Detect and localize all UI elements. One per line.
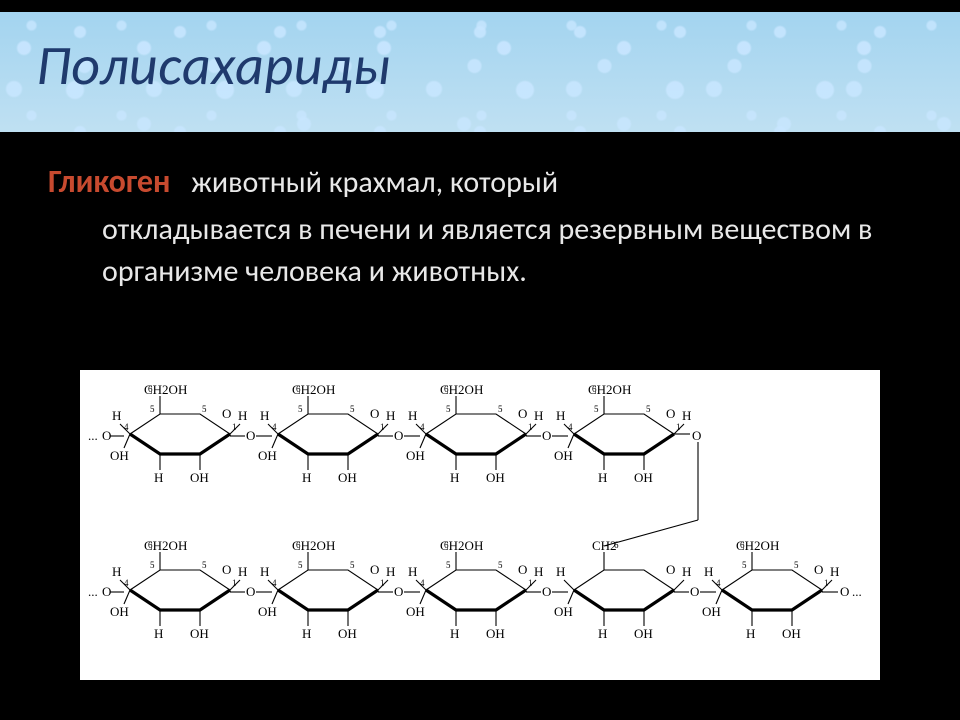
svg-text:O: O xyxy=(666,562,675,577)
svg-text:O: O xyxy=(542,428,551,443)
svg-text:O: O xyxy=(692,428,701,443)
definition-lead: животный крахмал, который xyxy=(191,164,558,201)
svg-text:H: H xyxy=(598,626,607,641)
term-highlight: Гликоген xyxy=(48,162,170,201)
svg-text:O: O xyxy=(394,428,403,443)
svg-text:O: O xyxy=(102,584,111,599)
svg-text:O: O xyxy=(394,584,403,599)
svg-text:O: O xyxy=(246,428,255,443)
svg-text:H: H xyxy=(556,564,565,579)
svg-text:O: O xyxy=(102,428,111,443)
svg-text:...: ... xyxy=(852,584,862,599)
definition-rest: откладывается в печени и является резерв… xyxy=(102,209,912,293)
svg-text:O: O xyxy=(542,584,551,599)
svg-text:OH: OH xyxy=(554,604,573,619)
svg-text:OH: OH xyxy=(634,626,653,641)
svg-text:O: O xyxy=(690,584,699,599)
svg-text:...: ... xyxy=(88,428,98,443)
svg-text:O: O xyxy=(840,584,849,599)
svg-text:...: ... xyxy=(88,584,98,599)
svg-text:H: H xyxy=(682,564,691,579)
slide-title: Полисахариды xyxy=(36,32,391,100)
svg-text:O: O xyxy=(246,584,255,599)
body-text: Гликоген животный крахмал, который откла… xyxy=(48,160,912,293)
glycogen-structure-diagram: O CH2OH 6 5 4 5 1 H OH H H xyxy=(80,370,880,680)
